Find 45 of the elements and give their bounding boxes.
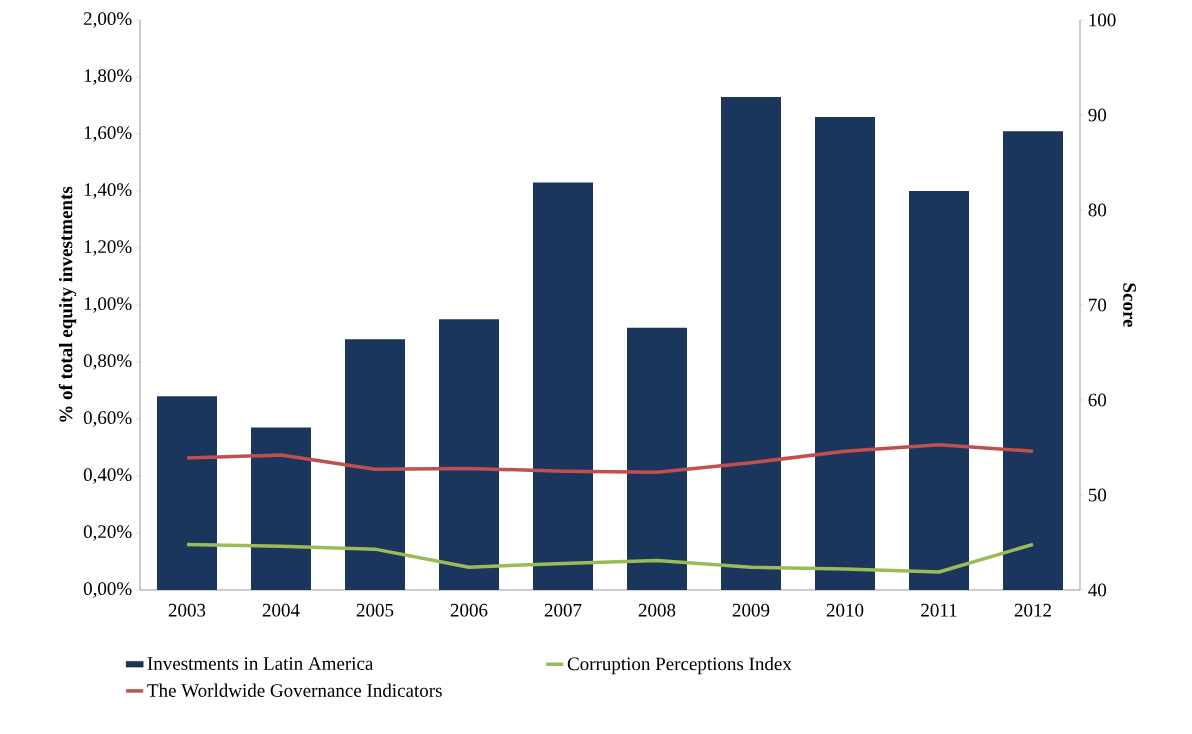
y-tick-label: 1,20% [84, 240, 132, 256]
y-tick-label: 1,00% [84, 297, 132, 313]
y2-tick-label: 100 [1089, 13, 1116, 27]
y-axis-title: % of total equity investments [58, 186, 77, 422]
y2-tick-label: 60 [1088, 393, 1107, 407]
x-tick-label: 2006 [450, 603, 488, 617]
x-tick-label: 2007 [544, 603, 582, 617]
y2-tick-label: 70 [1089, 298, 1107, 312]
bar [533, 182, 594, 590]
legend-label: Corruption Perceptions Index [567, 656, 792, 675]
y2-tick-label: 50 [1088, 488, 1107, 502]
y2-axis-title: Score [1123, 283, 1136, 328]
x-tick-label: 2003 [168, 603, 206, 617]
x-tick-label: 2009 [732, 603, 770, 617]
y-tick-label: 1,60% [84, 126, 132, 142]
y-tick-label: 0,00% [83, 582, 132, 598]
y2-tick-label: 40 [1088, 583, 1107, 597]
y2-tick-label: 80 [1088, 203, 1107, 217]
y-tick-label: 0,80% [83, 354, 132, 370]
bar [815, 116, 876, 590]
bar [721, 96, 782, 590]
x-tick-label: 2011 [921, 603, 957, 617]
y2-tick-label: 90 [1088, 108, 1107, 122]
x-tick-label: 2005 [356, 603, 394, 617]
bar [251, 427, 311, 590]
y-tick-label: 1,80% [84, 69, 132, 85]
y-tick-label: 2,00% [83, 12, 132, 28]
y-tick-label: 0,60% [83, 411, 132, 427]
bar [627, 327, 688, 590]
x-tick-label: 2012 [1014, 603, 1051, 617]
x-tick-label: 2008 [638, 603, 676, 617]
x-tick-label: 2004 [262, 603, 300, 617]
y-tick-label: 1,40% [84, 183, 132, 199]
bar [345, 339, 405, 590]
y-tick-label: 0,20% [83, 525, 132, 541]
line-series [185, 542, 1035, 574]
bar [157, 396, 217, 590]
x-tick-label: 2010 [826, 603, 864, 617]
y-tick-label: 0,40% [83, 468, 132, 484]
legend-label: The Worldwide Governance Indicators [147, 683, 442, 698]
line-series [185, 442, 1035, 474]
bar [909, 191, 970, 590]
bar [1003, 131, 1064, 590]
legend-label: Investments in Latin America [147, 657, 374, 670]
bar [439, 319, 499, 590]
